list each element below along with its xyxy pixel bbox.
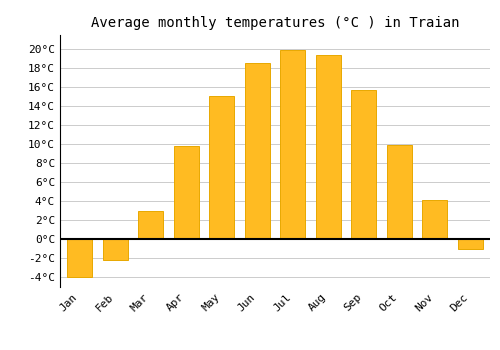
Bar [352, 90, 376, 239]
Bar [280, 50, 305, 239]
Bar [67, 239, 92, 278]
Bar [245, 63, 270, 239]
Bar [174, 146, 199, 239]
Title: Average monthly temperatures (°C ) in Traian: Average monthly temperatures (°C ) in Tr… [91, 16, 459, 30]
Bar [102, 239, 128, 260]
Bar [422, 201, 448, 239]
Bar [210, 96, 234, 239]
Bar [387, 145, 412, 239]
Bar [138, 211, 163, 239]
Bar [458, 239, 483, 249]
Bar [316, 55, 340, 239]
